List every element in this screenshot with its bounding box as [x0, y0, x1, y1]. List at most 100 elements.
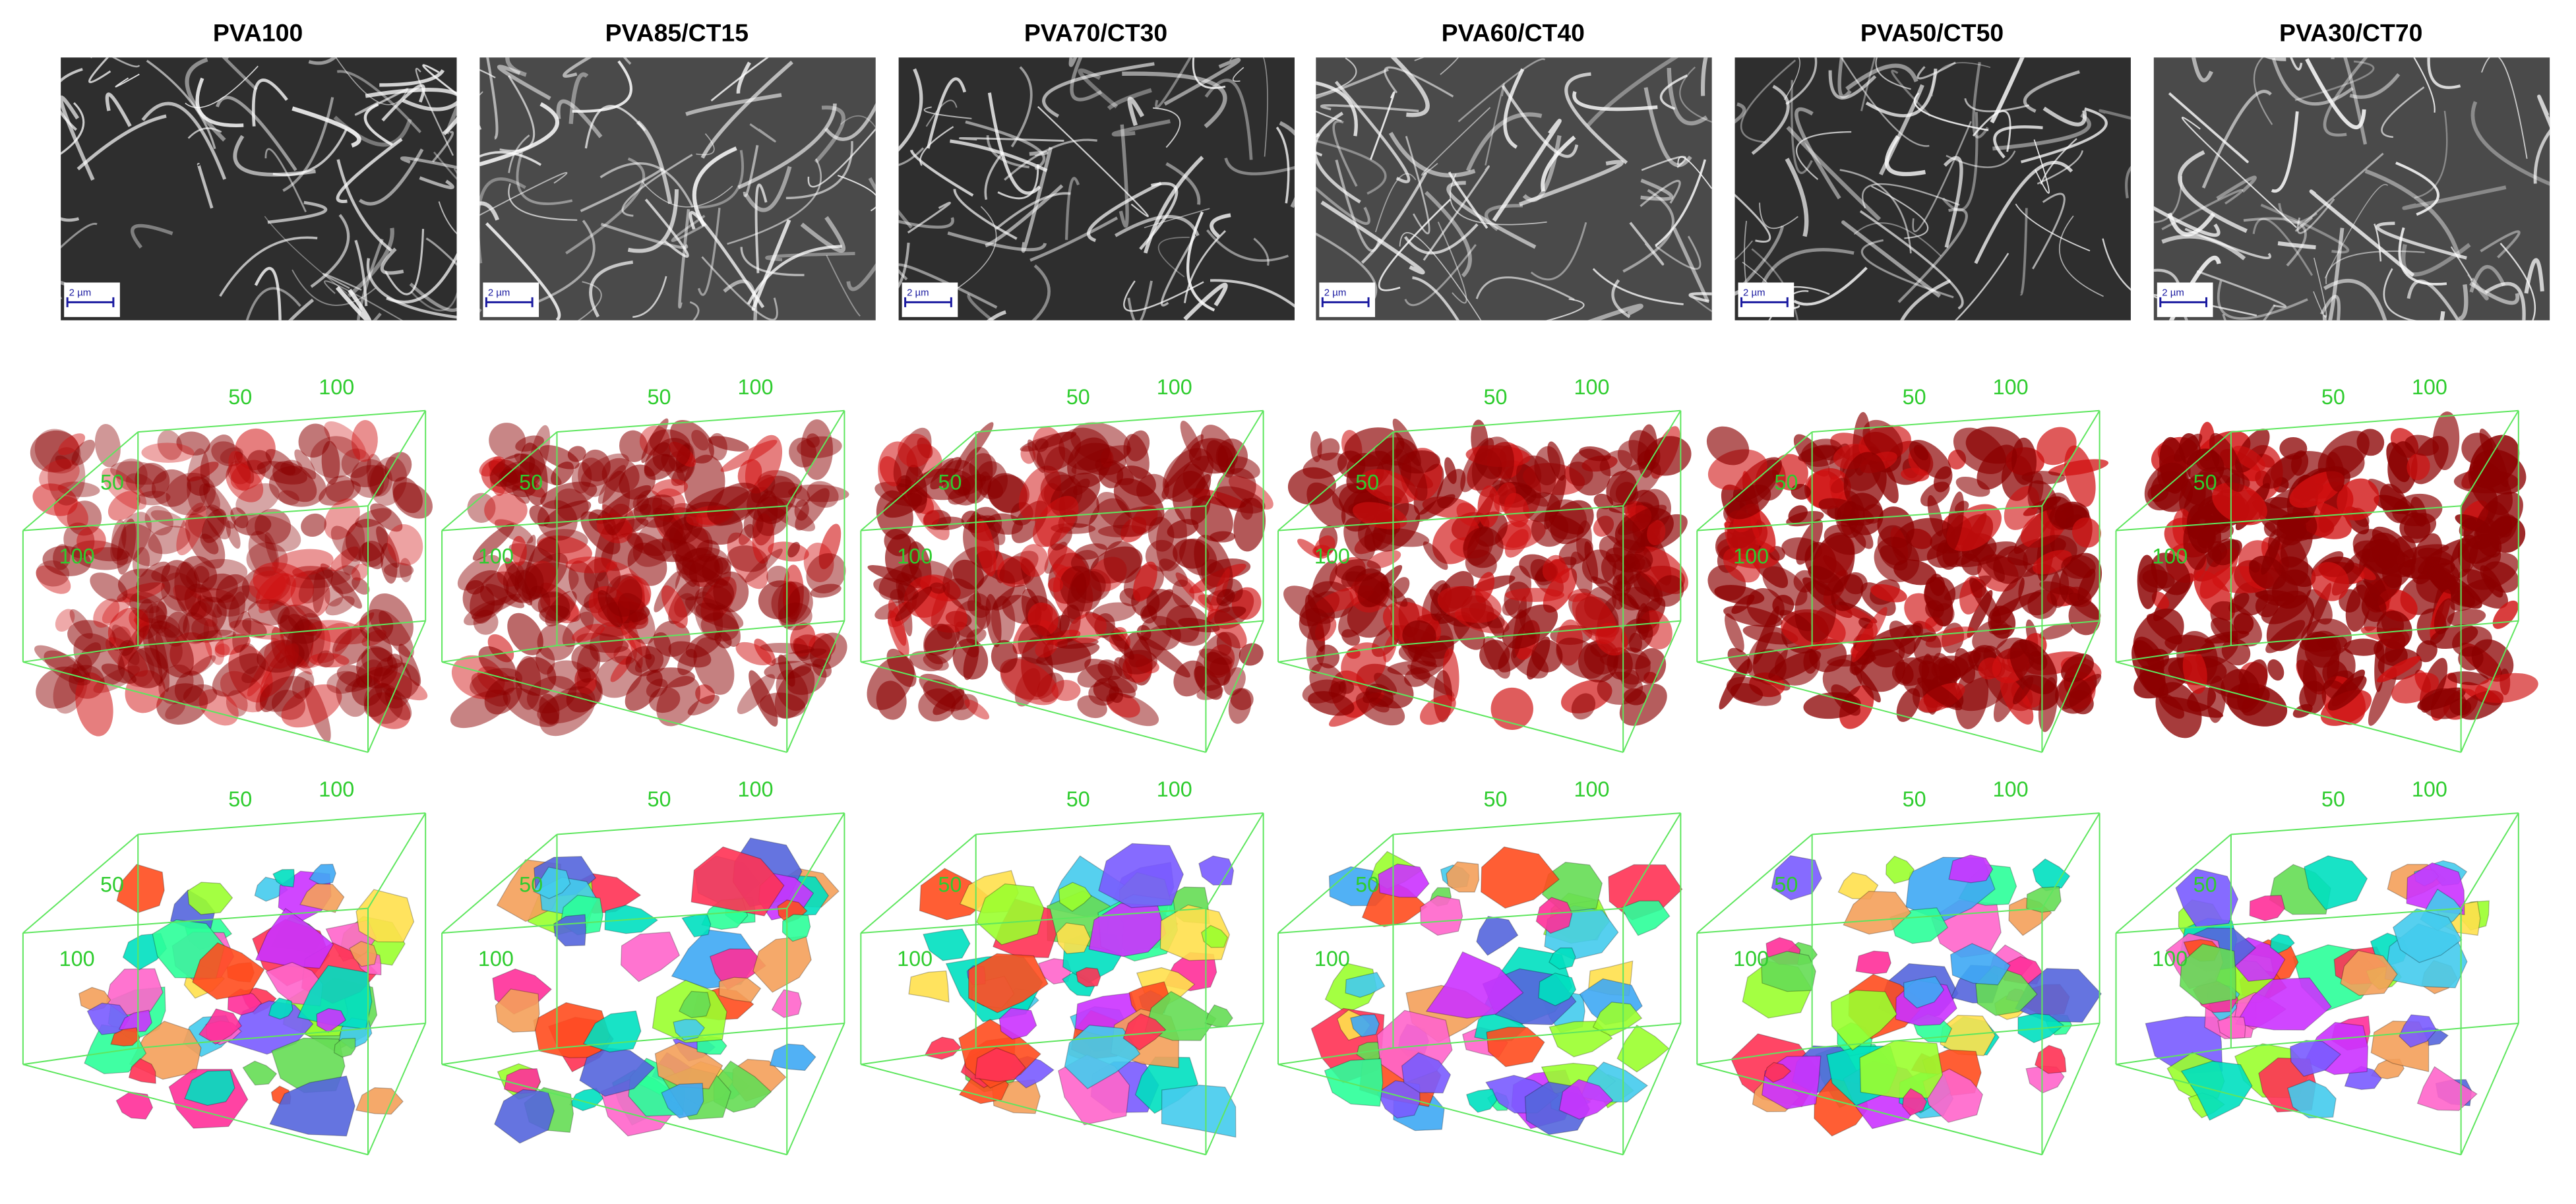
fiber — [736, 61, 751, 94]
fiber — [1879, 84, 1924, 176]
fiber — [1070, 57, 1103, 102]
red-phase — [1113, 506, 1163, 537]
red-phase — [1092, 602, 1136, 622]
fiber — [1641, 156, 1686, 171]
panel-title: PVA70/CT30 — [1024, 18, 1167, 46]
pore-segment — [923, 928, 971, 961]
fiber — [967, 293, 995, 320]
fiber — [1042, 62, 1155, 118]
segmentation-render: 50 100 50 100 — [22, 777, 427, 1156]
red-phase — [53, 496, 88, 530]
red-phase — [794, 499, 809, 521]
fiber — [1384, 66, 1454, 98]
fiber — [2168, 92, 2249, 164]
box-edge — [2116, 907, 2461, 934]
fiber — [1884, 135, 1926, 177]
red-phase — [1314, 535, 1335, 559]
fiber — [2125, 166, 2131, 198]
fiber — [1450, 173, 1547, 226]
red-phase — [685, 632, 722, 658]
fiber — [1111, 119, 1171, 136]
fiber — [2383, 268, 2418, 320]
fiber — [61, 222, 98, 249]
fiber — [1123, 280, 1204, 312]
red-phase — [529, 505, 550, 527]
fiber — [1871, 185, 1929, 239]
pore-segment — [1855, 950, 1891, 975]
box-edge — [1393, 620, 1681, 647]
red-phase — [627, 532, 666, 557]
fiber — [1446, 181, 1537, 249]
pore-segment — [494, 1089, 555, 1144]
red-phase — [1901, 467, 1930, 482]
axis-label: 50 — [1774, 873, 1798, 897]
red-phase — [341, 448, 371, 479]
red-phase — [1471, 436, 1514, 498]
red-phase — [2434, 598, 2455, 635]
fiber — [986, 310, 1006, 320]
red-phase — [176, 502, 206, 556]
pore-segment — [1401, 1052, 1452, 1094]
fiber — [1405, 136, 1430, 235]
pore-segment — [334, 1037, 356, 1058]
box-edge — [367, 812, 427, 909]
pore-segment — [2340, 949, 2398, 996]
box-edge — [1622, 620, 1682, 753]
fiber — [479, 102, 559, 167]
box-edge — [441, 1047, 557, 1066]
scale-bar-label: 2 µm — [1324, 287, 1347, 298]
fiber — [1751, 84, 1790, 155]
pore-segment — [2249, 895, 2286, 921]
fiber — [826, 255, 861, 317]
fiber — [1840, 57, 1930, 147]
red-phase — [2337, 478, 2379, 521]
red-phase — [1870, 584, 1907, 603]
fiber — [2196, 270, 2287, 308]
fiber — [1912, 121, 1972, 233]
red-phase — [399, 558, 412, 583]
red-phase — [700, 612, 739, 642]
red-phase — [2060, 653, 2095, 682]
red-phase — [1363, 686, 1382, 704]
red-phase — [511, 535, 527, 566]
fiber — [1064, 177, 1080, 240]
fiber — [1796, 131, 1852, 181]
red-phase — [1595, 622, 1628, 656]
red-phase — [247, 599, 290, 626]
box-edge — [138, 620, 426, 647]
fiber — [1465, 112, 1543, 172]
box-edge — [2041, 812, 2101, 909]
red-phase — [115, 458, 148, 491]
fiber — [115, 73, 140, 88]
red-phase — [2421, 688, 2467, 719]
fiber — [1157, 237, 1190, 278]
sem-fibers — [61, 57, 457, 320]
red-phase — [572, 624, 605, 642]
red-phase — [226, 463, 264, 502]
fiber — [354, 239, 368, 307]
fiber — [1192, 57, 1226, 89]
fiber — [685, 93, 782, 117]
red-phase — [36, 560, 70, 587]
axis-label: 100 — [2152, 947, 2188, 971]
sem-fibers — [479, 57, 876, 320]
sem-image: 2 µm — [1734, 57, 2131, 320]
fiber — [2414, 110, 2448, 199]
segmentation-render: 50 100 50 100 — [860, 777, 1264, 1156]
fiber — [697, 207, 721, 296]
red-phase — [183, 684, 218, 706]
box-edge — [441, 431, 558, 531]
box-edge — [2230, 1022, 2519, 1049]
red-phase — [2039, 623, 2073, 640]
red-phase — [336, 671, 369, 717]
fiber — [1316, 111, 1361, 204]
pore-segment — [908, 970, 950, 1003]
fiber — [2192, 57, 2213, 82]
fiber — [146, 59, 216, 150]
fiber — [1964, 98, 2030, 113]
fiber — [1793, 266, 1868, 306]
axis-label: 100 — [1157, 375, 1192, 399]
fiber — [1592, 268, 1684, 305]
red-phase — [239, 643, 259, 675]
red-phase — [1306, 482, 1346, 528]
